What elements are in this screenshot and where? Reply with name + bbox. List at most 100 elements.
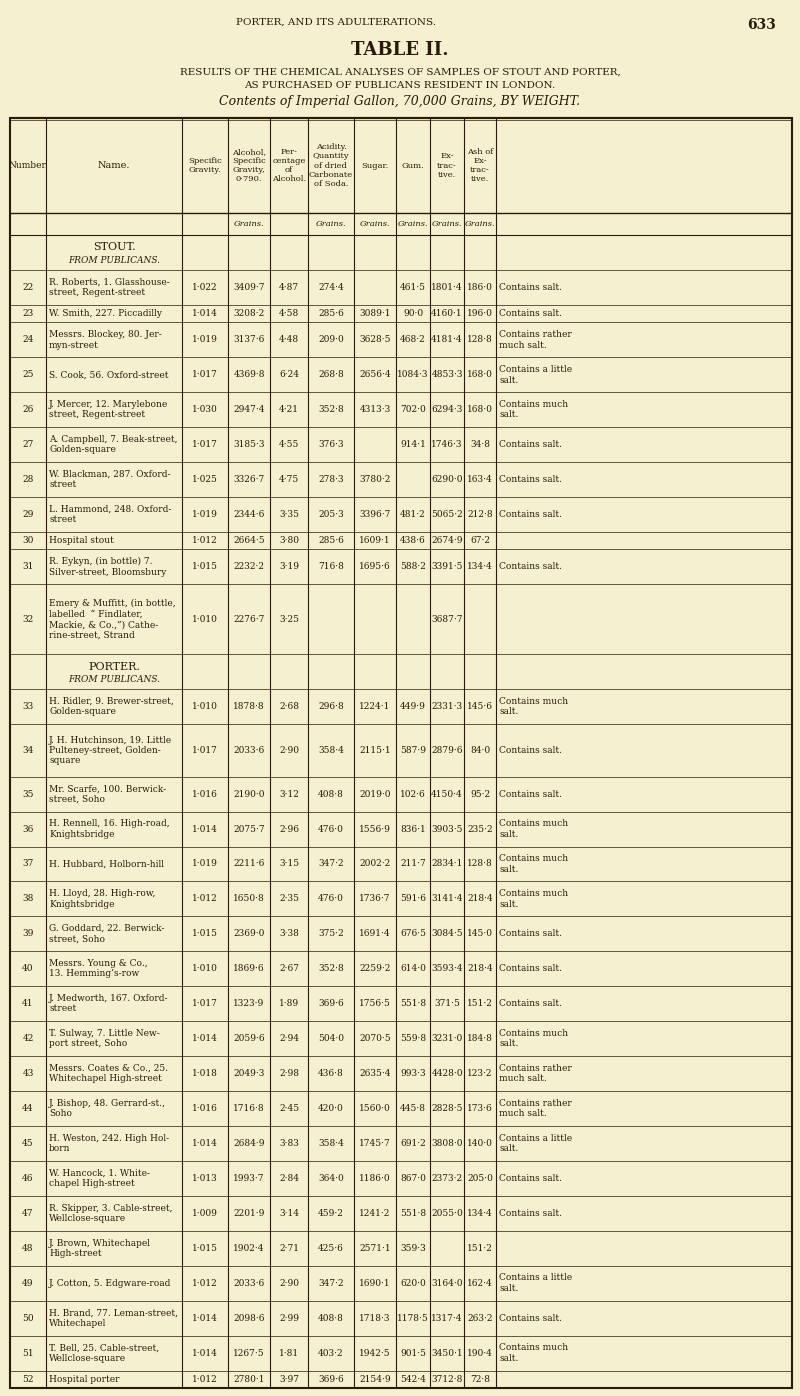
Text: T. Bell, 25. Cable-street,
Wellclose-square: T. Bell, 25. Cable-street, Wellclose-squ… — [49, 1343, 159, 1362]
Text: 38: 38 — [22, 895, 34, 903]
Text: 212·8: 212·8 — [467, 510, 493, 519]
Text: G. Goddard, 22. Berwick-
street, Soho: G. Goddard, 22. Berwick- street, Soho — [49, 924, 165, 944]
Text: 3780·2: 3780·2 — [359, 475, 390, 484]
Text: 3·19: 3·19 — [279, 563, 299, 571]
Text: 2059·6: 2059·6 — [233, 1034, 265, 1043]
Text: 6294·3: 6294·3 — [431, 405, 462, 415]
Text: 633: 633 — [747, 18, 776, 32]
Text: J. Bishop, 48. Gerrard-st.,
Soho: J. Bishop, 48. Gerrard-st., Soho — [49, 1099, 166, 1118]
Text: Grains.: Grains. — [398, 221, 428, 228]
Text: 1560·0: 1560·0 — [359, 1104, 391, 1113]
Text: 559·8: 559·8 — [400, 1034, 426, 1043]
Text: 4·48: 4·48 — [279, 335, 299, 345]
Text: 3326·7: 3326·7 — [234, 475, 265, 484]
Text: Ash of
Ex-
trac-
tive.: Ash of Ex- trac- tive. — [467, 148, 493, 183]
Text: 1·010: 1·010 — [192, 614, 218, 624]
Text: 2947·4: 2947·4 — [234, 405, 265, 415]
Text: 1993·7: 1993·7 — [234, 1174, 265, 1182]
Text: 168·0: 168·0 — [467, 405, 493, 415]
Text: 128·8: 128·8 — [467, 860, 493, 868]
Text: W. Blackman, 287. Oxford-
street: W. Blackman, 287. Oxford- street — [49, 470, 170, 490]
Text: 2·96: 2·96 — [279, 825, 299, 833]
Text: 1323·9: 1323·9 — [234, 1000, 265, 1008]
Text: 702·0: 702·0 — [400, 405, 426, 415]
Text: 2·68: 2·68 — [279, 702, 299, 711]
Text: 3141·4: 3141·4 — [431, 895, 462, 903]
Text: 1·012: 1·012 — [192, 1375, 218, 1383]
Text: 1746·3: 1746·3 — [431, 440, 462, 450]
Text: 4313·3: 4313·3 — [359, 405, 390, 415]
Text: 914·1: 914·1 — [400, 440, 426, 450]
Text: 173·6: 173·6 — [467, 1104, 493, 1113]
Text: 2115·1: 2115·1 — [359, 745, 391, 755]
Text: 358·4: 358·4 — [318, 745, 344, 755]
Text: 34·8: 34·8 — [470, 440, 490, 450]
Text: W. Hancock, 1. White-
chapel High-street: W. Hancock, 1. White- chapel High-street — [49, 1168, 150, 1188]
Text: J. Medworth, 167. Oxford-
street: J. Medworth, 167. Oxford- street — [49, 994, 169, 1013]
Text: 436·8: 436·8 — [318, 1069, 344, 1078]
Text: 4·75: 4·75 — [279, 475, 299, 484]
Text: 1·030: 1·030 — [192, 405, 218, 415]
Text: 2834·1: 2834·1 — [431, 860, 462, 868]
Text: 72·8: 72·8 — [470, 1375, 490, 1383]
Text: 2·45: 2·45 — [279, 1104, 299, 1113]
Text: 1869·6: 1869·6 — [233, 965, 265, 973]
Text: 4160·1: 4160·1 — [431, 309, 463, 318]
Text: 1·81: 1·81 — [279, 1349, 299, 1357]
Text: 1745·7: 1745·7 — [359, 1139, 391, 1148]
Text: 364·0: 364·0 — [318, 1174, 344, 1182]
Text: 375·2: 375·2 — [318, 930, 344, 938]
Text: Contains rather
much salt.: Contains rather much salt. — [499, 331, 572, 349]
Text: 41: 41 — [22, 1000, 34, 1008]
Text: Contains salt.: Contains salt. — [499, 1314, 562, 1322]
Text: 134·4: 134·4 — [467, 563, 493, 571]
Text: 1·014: 1·014 — [192, 1349, 218, 1357]
Text: 285·6: 285·6 — [318, 309, 344, 318]
Text: 4·55: 4·55 — [279, 440, 299, 450]
Text: 1609·1: 1609·1 — [359, 536, 391, 546]
Text: 1·019: 1·019 — [192, 335, 218, 345]
Text: 1716·8: 1716·8 — [233, 1104, 265, 1113]
Text: 4·21: 4·21 — [279, 405, 299, 415]
Text: 2635·4: 2635·4 — [359, 1069, 390, 1078]
Text: 296·8: 296·8 — [318, 702, 344, 711]
Text: R. Roberts, 1. Glasshouse-
street, Regent-street: R. Roberts, 1. Glasshouse- street, Regen… — [49, 278, 170, 297]
Text: Contains salt.: Contains salt. — [499, 309, 562, 318]
Text: 2·71: 2·71 — [279, 1244, 299, 1252]
Text: Emery & Muffitt, (in bottle,
labelled  “ Findlater,
Mackie, & Co.,”) Cathe-
rine: Emery & Muffitt, (in bottle, labelled “ … — [49, 599, 176, 639]
Text: 2828·5: 2828·5 — [431, 1104, 462, 1113]
Text: 468·2: 468·2 — [400, 335, 426, 345]
Text: 42: 42 — [22, 1034, 34, 1043]
Text: 26: 26 — [22, 405, 34, 415]
Text: Ex-
trac-
tive.: Ex- trac- tive. — [437, 152, 457, 179]
Text: 3185·3: 3185·3 — [234, 440, 265, 450]
Text: 1·010: 1·010 — [192, 702, 218, 711]
Text: Contains rather
much salt.: Contains rather much salt. — [499, 1064, 572, 1083]
Text: 1·025: 1·025 — [192, 475, 218, 484]
Text: Contains salt.: Contains salt. — [499, 440, 562, 450]
Text: 1·014: 1·014 — [192, 1314, 218, 1322]
Text: Acidity.
Quantity
of dried
Carbonate
of Soda.: Acidity. Quantity of dried Carbonate of … — [309, 144, 353, 188]
Text: 1650·8: 1650·8 — [233, 895, 265, 903]
Text: 3712·8: 3712·8 — [431, 1375, 462, 1383]
Text: 274·4: 274·4 — [318, 283, 344, 292]
Text: Specific
Gravity.: Specific Gravity. — [188, 156, 222, 174]
Text: 140·0: 140·0 — [467, 1139, 493, 1148]
Text: 1695·6: 1695·6 — [359, 563, 391, 571]
Text: 24: 24 — [22, 335, 34, 345]
Text: 1267·5: 1267·5 — [233, 1349, 265, 1357]
Text: 50: 50 — [22, 1314, 34, 1322]
Text: 218·4: 218·4 — [467, 965, 493, 973]
Text: 1·017: 1·017 — [192, 1000, 218, 1008]
Text: 2232·2: 2232·2 — [234, 563, 265, 571]
Text: 1942·5: 1942·5 — [359, 1349, 391, 1357]
Text: 1317·4: 1317·4 — [431, 1314, 462, 1322]
Text: 716·8: 716·8 — [318, 563, 344, 571]
Text: Contains salt.: Contains salt. — [499, 283, 562, 292]
Text: 1878·8: 1878·8 — [233, 702, 265, 711]
Text: 4853·3: 4853·3 — [431, 370, 462, 380]
Text: Contains salt.: Contains salt. — [499, 563, 562, 571]
Text: 22: 22 — [22, 283, 34, 292]
Text: 1·022: 1·022 — [192, 283, 218, 292]
Text: 1·017: 1·017 — [192, 370, 218, 380]
